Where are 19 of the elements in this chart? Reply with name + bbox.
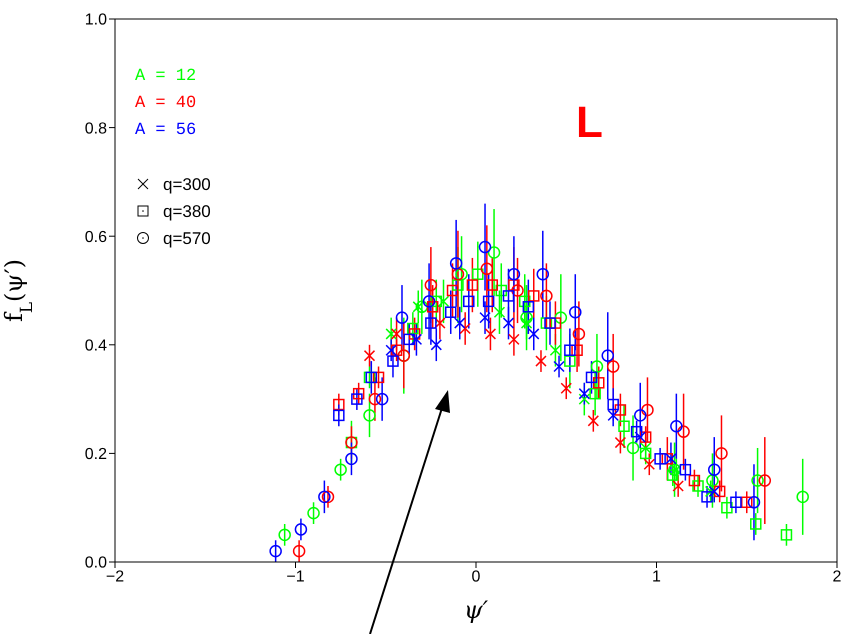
x-axis-title: ψ′ [464,596,489,624]
y-tick-label: 0.0 [84,554,108,572]
x-tick-label: −1 [286,568,305,586]
y-tick-label: 0.2 [84,446,108,464]
y-tick-label: 0.4 [84,337,108,354]
x-tick-label: 0 [472,568,481,586]
x-tick-label: 2 [832,568,842,586]
annotation: q=380 [163,202,211,221]
x-tick-label: 1 [652,568,662,586]
x-tick-label: −2 [106,568,124,586]
annotation: A = 12 [135,67,196,86]
annotation: A = 56 [135,121,196,140]
annotation: q=570 [163,229,211,248]
y-tick-label: 0.8 [84,120,108,138]
y-tick-label: 0.6 [84,228,108,246]
y-tick-label: 1.0 [84,12,108,29]
annotation: L [576,98,603,147]
annotation: q=300 [163,175,211,194]
annotation: A = 40 [135,94,196,113]
